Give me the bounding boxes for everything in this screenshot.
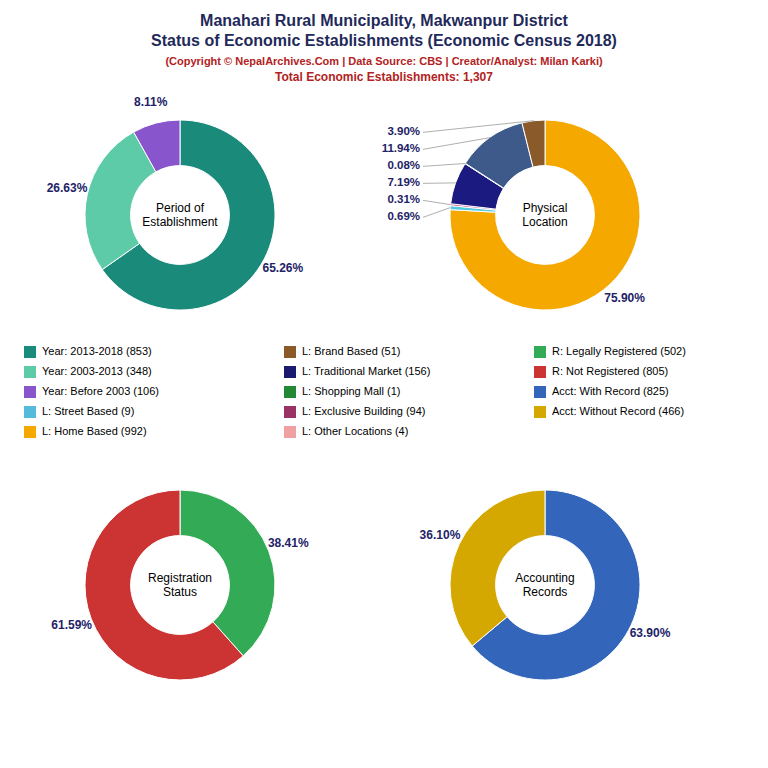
legend-label: Acct: With Record (825) (552, 385, 669, 397)
donut-chart (450, 120, 640, 310)
legend-label: Year: 2013-2018 (853) (42, 345, 152, 357)
donut-slice (85, 490, 243, 680)
legend-swatch (284, 346, 296, 358)
legend-label: L: Brand Based (51) (302, 345, 400, 357)
legend-label: Year: 2003-2013 (348) (42, 365, 152, 377)
legend-label: R: Not Registered (805) (552, 365, 668, 377)
title: Status of Economic Establishments (Econo… (151, 32, 617, 49)
legend: Year: 2013-2018 (853) Year: 2003-2013 (34… (24, 345, 686, 438)
center-label: PhysicalLocation (522, 201, 567, 229)
subtitle: (Copyright © NepalArchives.Com | Data So… (165, 55, 603, 67)
legend-label: L: Street Based (9) (42, 405, 134, 417)
data-label: 0.69% (387, 210, 420, 222)
center-label: AccountingRecords (515, 571, 574, 599)
subtitle: Total Economic Establishments: 1,307 (275, 70, 493, 84)
data-label: 61.59% (51, 618, 92, 632)
background (0, 0, 768, 768)
data-label: 38.41% (268, 536, 309, 550)
leader-line (423, 200, 451, 204)
donut-slice (465, 123, 533, 188)
leader-line (423, 163, 465, 166)
legend-label: L: Traditional Market (156) (302, 365, 430, 377)
donut-slice (450, 490, 545, 646)
legend-swatch (24, 426, 36, 438)
donut-chart (85, 120, 275, 310)
legend-swatch (24, 386, 36, 398)
data-label: 36.10% (420, 528, 461, 542)
data-label: 3.90% (387, 125, 420, 137)
data-label: 7.19% (387, 176, 420, 188)
legend-label: L: Exclusive Building (94) (302, 405, 426, 417)
legend-label: L: Other Locations (4) (302, 425, 408, 437)
leader-line (423, 121, 533, 133)
leader-line (423, 138, 490, 150)
data-label: 75.90% (604, 291, 645, 305)
donut-slice (450, 120, 640, 310)
donut-chart (85, 490, 275, 680)
legend-swatch (284, 366, 296, 378)
legend-swatch (284, 386, 296, 398)
legend-swatch (24, 366, 36, 378)
chart-canvas: Manahari Rural Municipality, Makwanpur D… (0, 0, 768, 768)
legend-label: Year: Before 2003 (106) (42, 385, 159, 397)
data-label: 0.31% (387, 193, 420, 205)
legend-swatch (24, 406, 36, 418)
legend-swatch (284, 406, 296, 418)
data-label: 63.90% (630, 626, 671, 640)
data-label: 26.63% (47, 181, 88, 195)
data-label: 65.26% (262, 261, 303, 275)
legend-swatch (284, 426, 296, 438)
center-label: RegistrationStatus (148, 571, 212, 599)
legend-label: L: Shopping Mall (1) (302, 385, 400, 397)
legend-swatch (534, 366, 546, 378)
donut-chart (450, 490, 640, 680)
legend-swatch (24, 346, 36, 358)
legend-label: L: Home Based (992) (42, 425, 147, 437)
legend-label: R: Legally Registered (502) (552, 345, 686, 357)
center-label: Period ofEstablishment (142, 201, 218, 229)
title: Manahari Rural Municipality, Makwanpur D… (200, 12, 568, 29)
legend-swatch (534, 406, 546, 418)
data-label: 0.08% (387, 159, 420, 171)
leader-line (423, 182, 456, 183)
legend-swatch (534, 346, 546, 358)
donut-slice (522, 120, 545, 167)
leader-line (423, 208, 450, 218)
data-label: 8.11% (134, 95, 168, 109)
data-label: 11.94% (382, 142, 420, 154)
donut-slice (134, 120, 180, 172)
legend-swatch (534, 386, 546, 398)
legend-label: Acct: Without Record (466) (552, 405, 684, 417)
